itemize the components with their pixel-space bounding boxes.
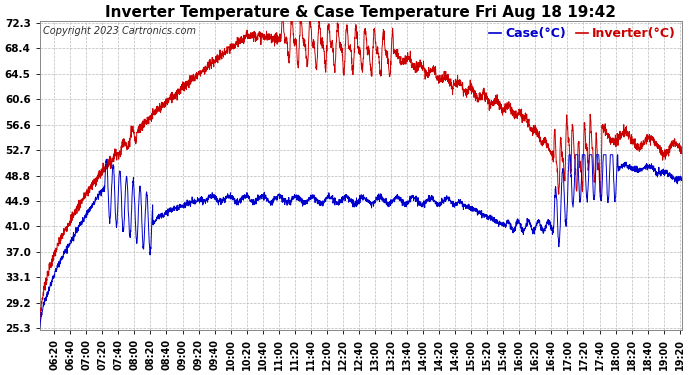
Text: Copyright 2023 Cartronics.com: Copyright 2023 Cartronics.com [43,26,196,36]
Title: Inverter Temperature & Case Temperature Fri Aug 18 19:42: Inverter Temperature & Case Temperature … [106,5,616,20]
Legend: Case(°C), Inverter(°C): Case(°C), Inverter(°C) [484,22,681,45]
